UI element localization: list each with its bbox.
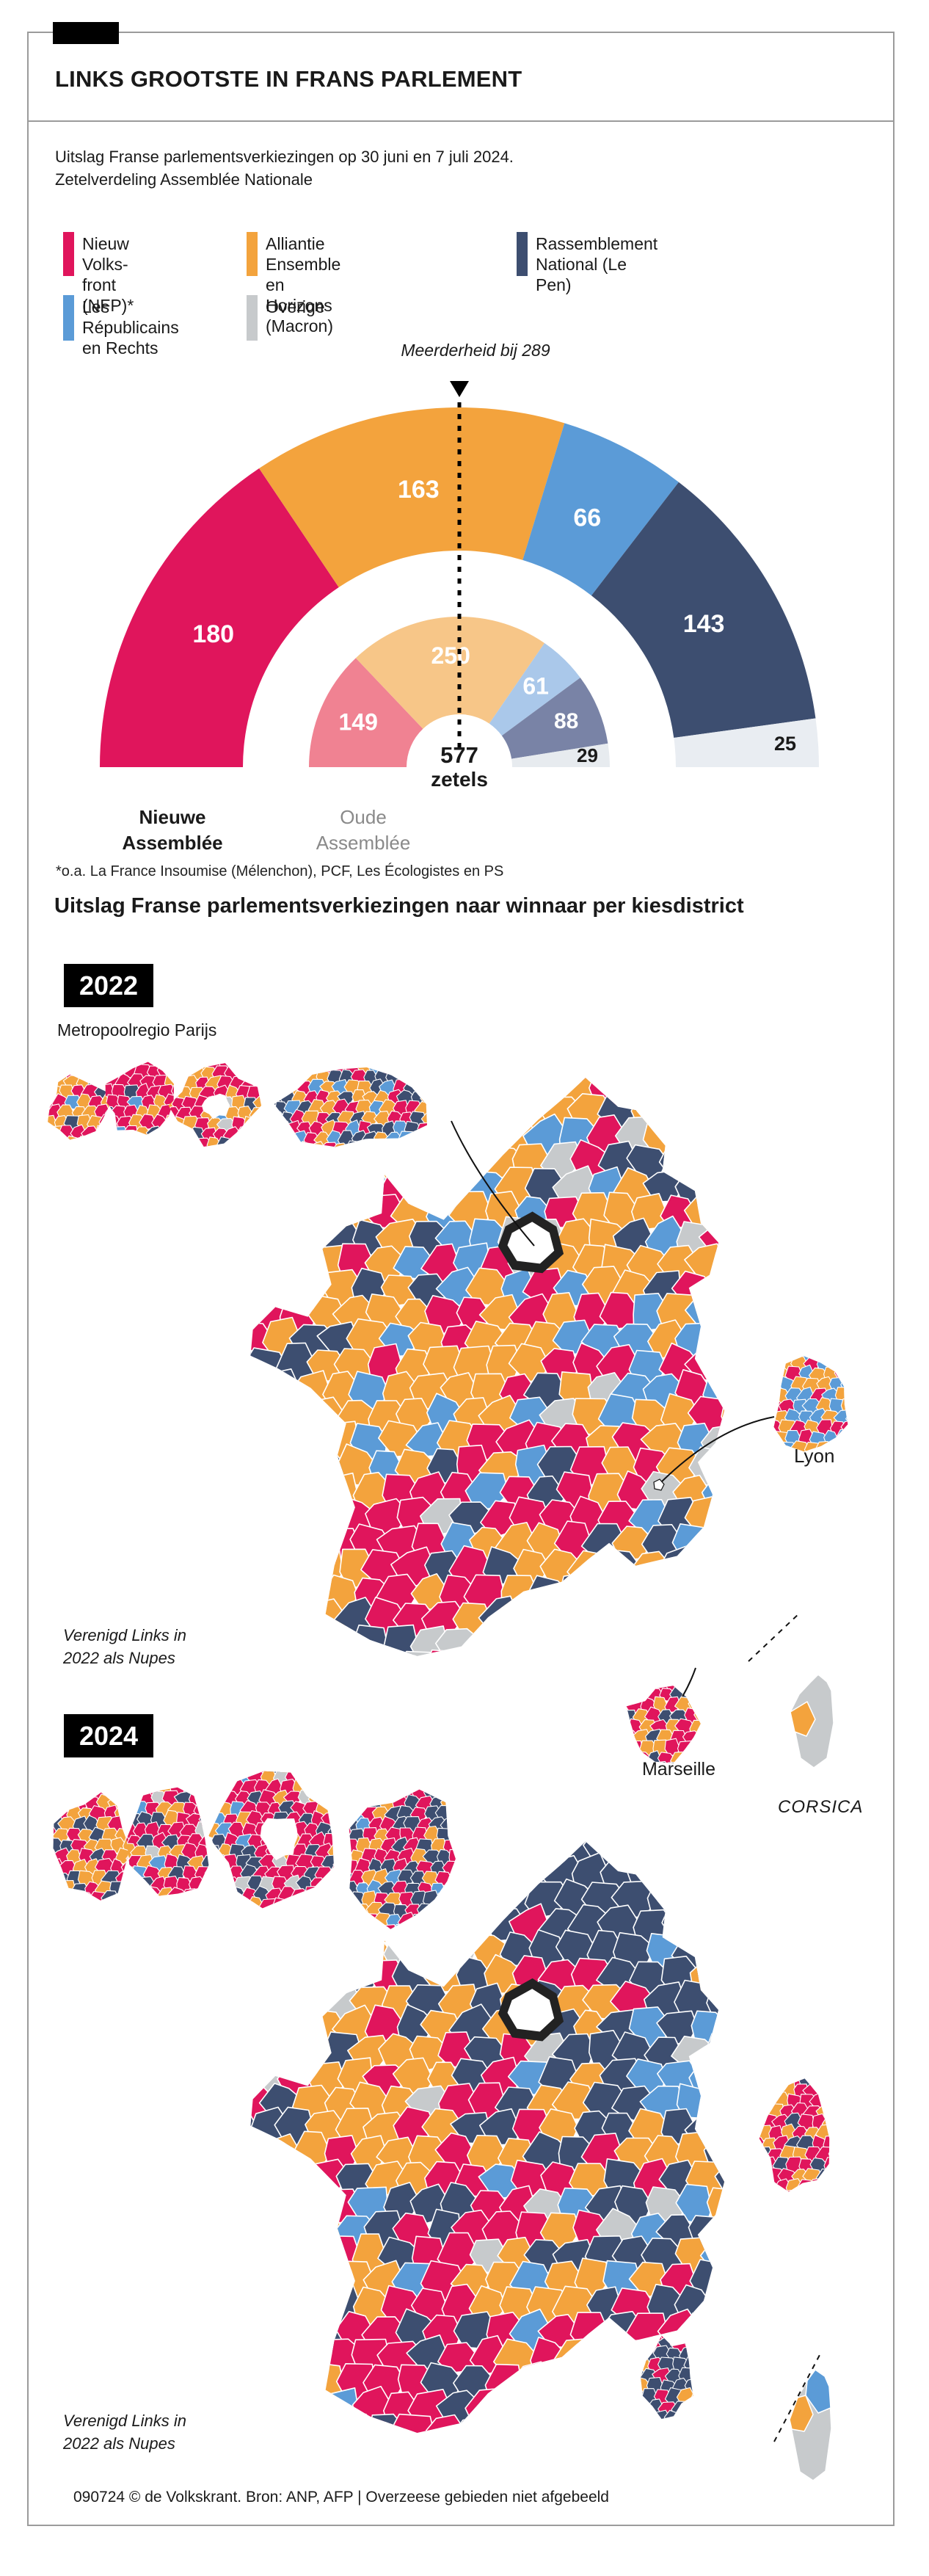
corsica-label: CORSICA (778, 1797, 864, 1817)
france-map-2022 (250, 1078, 848, 1768)
paris-metro-insets-2024 (53, 1771, 456, 1929)
legend-label: Nieuw Volks- front (NFP)* (82, 234, 134, 315)
svg-text:143: 143 (683, 610, 725, 638)
svg-text:88: 88 (554, 709, 578, 733)
svg-text:66: 66 (573, 504, 601, 531)
svg-text:25: 25 (774, 733, 796, 755)
nupes-note-2022: Verenigd Links in 2022 als Nupes (63, 1626, 186, 1667)
top-rule (27, 32, 894, 33)
title-rule (27, 120, 894, 122)
svg-text:61: 61 (522, 673, 549, 700)
left-border (27, 32, 29, 2526)
nupes-note-2024: Verenigd Links in 2022 als Nupes (63, 2412, 186, 2453)
year-badge-2022: 2022 (64, 964, 153, 1007)
legend-swatch-ensemble (247, 232, 258, 276)
total-seats-value: 577 (440, 742, 478, 768)
svg-text:250: 250 (431, 642, 470, 669)
chart-subtitle: Uitslag Franse parlementsverkiezingen op… (55, 148, 514, 189)
svg-text:29: 29 (577, 744, 598, 766)
legend-label: Overige (266, 297, 325, 316)
legend-swatch-nfp (63, 232, 74, 276)
right-border (893, 32, 895, 2526)
legend-swatch-overige (247, 295, 258, 341)
svg-text:149: 149 (338, 708, 377, 735)
bottom-rule (27, 2525, 894, 2526)
footnote: *o.a. La France Insoumise (Mélenchon), P… (56, 863, 504, 879)
svg-text:180: 180 (192, 620, 234, 648)
lyon-label: Lyon (794, 1445, 835, 1467)
legend-label: Alliantie Ensemble en Horizons (Macron) (266, 234, 341, 335)
marseille-label: Marseille (641, 1759, 716, 1779)
france-map-2024 (250, 1841, 832, 2481)
svg-text:163: 163 (398, 476, 440, 504)
new-assembly-label: Nieuwe Assemblée (122, 806, 223, 854)
page-title: LINKS GROOTSTE IN FRANS PARLEMENT (55, 66, 522, 92)
majority-annotation: Meerderheid bij 289 (401, 341, 550, 360)
legend-swatch-lr (63, 295, 74, 341)
metro-paris-label: Metropoolregio Parijs (57, 1020, 217, 1040)
section-title: Uitslag Franse parlementsverkiezingen na… (54, 894, 744, 918)
legend-swatch-rn (517, 232, 528, 276)
paris-metro-insets-2022 (48, 1062, 427, 1147)
legend-label: Les Républicains en Rechts (82, 297, 179, 358)
total-seats-unit: zetels (431, 768, 488, 791)
masthead-tab (53, 22, 119, 44)
old-assembly-label: Oude Assemblée (316, 806, 411, 854)
legend-label: Rassemblement National (Le Pen) (536, 234, 658, 294)
year-badge-2024: 2024 (64, 1714, 153, 1757)
source-credit: 090724 © de Volkskrant. Bron: ANP, AFP |… (73, 2489, 609, 2506)
